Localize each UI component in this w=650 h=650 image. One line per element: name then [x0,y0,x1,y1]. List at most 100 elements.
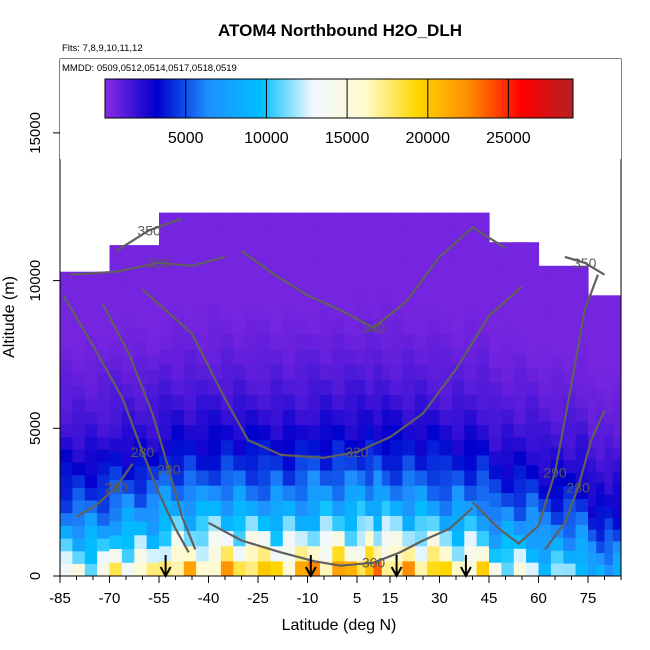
heatmap-cell [109,548,123,563]
heatmap-cell [381,424,391,441]
heatmap-cell [72,373,86,387]
heatmap-cell [97,373,111,387]
heatmap-cell [220,485,234,501]
heatmap-cell [390,470,403,486]
contour-line [69,255,226,276]
heatmap-cell [439,212,453,229]
heatmap-cell [538,446,552,461]
heatmap-cell [319,470,333,486]
heatmap-cell [60,499,73,514]
heatmap-cell [84,347,98,362]
heatmap-cell [319,545,333,562]
heatmap-cell [245,348,259,365]
heatmap-cell [121,314,135,329]
x-axis-label: Latitude (deg N) [282,617,397,634]
heatmap-cell [563,265,577,280]
heatmap-cell [220,258,234,274]
heatmap-cell [402,364,416,380]
heatmap-cell [439,379,453,395]
heatmap-cell [319,303,333,320]
heatmap-cell [171,454,185,471]
heatmap-cell [381,318,391,335]
heatmap-cell [414,212,428,229]
heatmap-cell [332,454,346,471]
heatmap-cell [501,256,515,271]
heatmap-cell [258,454,271,471]
heatmap-cell [270,242,284,259]
contour-line [207,507,474,567]
heatmap-cell [596,424,606,437]
heatmap-cell [402,348,416,365]
heatmap-cell [171,303,185,320]
heatmap-cell [476,500,490,516]
heatmap-cell [604,435,614,448]
heatmap-cell [365,560,375,576]
heatmap-cell [550,511,564,525]
heatmap-cell [501,562,515,576]
heatmap-cell [381,545,391,562]
heatmap-cell [513,436,527,452]
heatmap-cell [109,410,123,425]
heatmap-cell [60,309,73,323]
heatmap-cell [307,394,321,410]
heatmap-cell [233,545,247,562]
heatmap-cell [282,424,296,441]
heatmap-cell [109,341,123,356]
heatmap-cell [72,538,86,552]
heatmap-cell [563,537,577,551]
flight-arrows [159,555,472,579]
heatmap-cell [604,459,614,472]
heatmap-cell [489,436,502,452]
heatmap-cell [381,212,391,229]
heatmap-cell [550,265,564,280]
heatmap-cell [357,454,366,471]
heatmap-cell [604,540,614,554]
heatmap-cell [332,318,346,335]
heatmap-cell [84,411,98,425]
heatmap-cell [402,500,416,516]
heatmap-cell [526,492,540,507]
heatmap-cell [588,342,597,355]
heatmap-cell [588,365,597,378]
heatmap-cell [538,265,552,280]
heatmap-cell [489,423,502,438]
heatmap-cell [282,227,296,244]
heatmap-cell [414,379,428,395]
heatmap-cell [513,423,527,438]
heatmap-cell [196,364,210,380]
heatmap-cell [332,530,346,547]
heatmap-cell [134,245,148,260]
heatmap-cell [439,318,453,335]
heatmap-cell [373,530,383,547]
heatmap-cell [538,472,552,487]
heatmap-cell [365,454,375,471]
heatmap-cell [390,500,403,516]
heatmap-cell [513,339,527,354]
heatmap-cell [414,439,428,456]
heatmap-cell [596,377,606,390]
heatmap-cell [319,394,333,410]
heatmap-cell [134,327,148,343]
heatmap-cell [307,439,321,456]
heatmap-cell [550,330,564,344]
heatmap-cell [526,548,540,563]
heatmap-cell [171,470,185,486]
heatmap-cell [476,288,490,304]
heatmap-cell [390,394,403,410]
heatmap-cell [183,409,197,426]
heatmap-cell [563,420,577,435]
heatmap-cell [402,470,416,486]
heatmap-cell [307,424,321,441]
heatmap-cell [60,461,73,476]
heatmap-cell [439,560,453,576]
heatmap-cell [476,394,490,410]
heatmap-cell [295,242,309,259]
heatmap-cell [344,318,358,335]
heatmap-cell [357,439,366,456]
heatmap-cell [109,424,123,439]
heatmap-cell [501,381,515,396]
heatmap-cell [390,530,403,547]
heatmap-cell [373,364,383,380]
heatmap-cell [270,409,284,426]
heatmap-cell [295,515,309,532]
